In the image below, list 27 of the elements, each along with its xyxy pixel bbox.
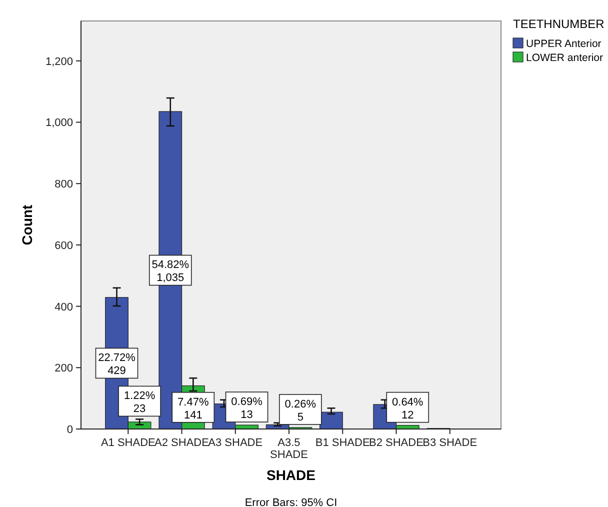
y-tick-label: 1,000 [45,117,73,130]
data-label: 0.26% 5 [284,398,316,424]
text: Error Bars: 95% CI [244,497,338,507]
x-tick-label: B3 SHADE [422,437,478,449]
y-axis-title: Count [19,204,35,246]
data-label: 54.82% 1,035 [152,259,190,284]
y-tick-label: 1,200 [45,56,73,68]
legend-label: LOWER anterior [526,52,604,64]
y-tick-label: 600 [54,240,73,252]
y-tick-label: 200 [54,362,73,375]
x-tick-label: A3 SHADE [208,437,263,449]
x-tick-label: A3.5 SHADE [270,437,308,461]
data-label: 22.72% 429 [98,352,136,378]
data-label: 0.64% 12 [392,396,424,422]
legend-label: UPPER Anterior [526,38,602,50]
data-label: 0.69% 13 [231,396,263,422]
x-tick-label: A2 SHADE [154,437,209,449]
y-tick-label: 400 [54,301,73,314]
x-tick-label: B2 SHADE [369,437,424,449]
y-tick-label: 0 [66,424,73,436]
legend-title: TEETHNUMBER [513,17,605,31]
y-tick-label: 800 [54,178,73,191]
data-label: 7.47% 141 [178,396,209,422]
x-tick-label: A1 SHADE [100,437,156,449]
x-axis-title: SHADE [266,467,316,483]
data-label: 1.22% 23 [124,390,156,416]
x-tick-label: B1 SHADE [315,437,370,449]
